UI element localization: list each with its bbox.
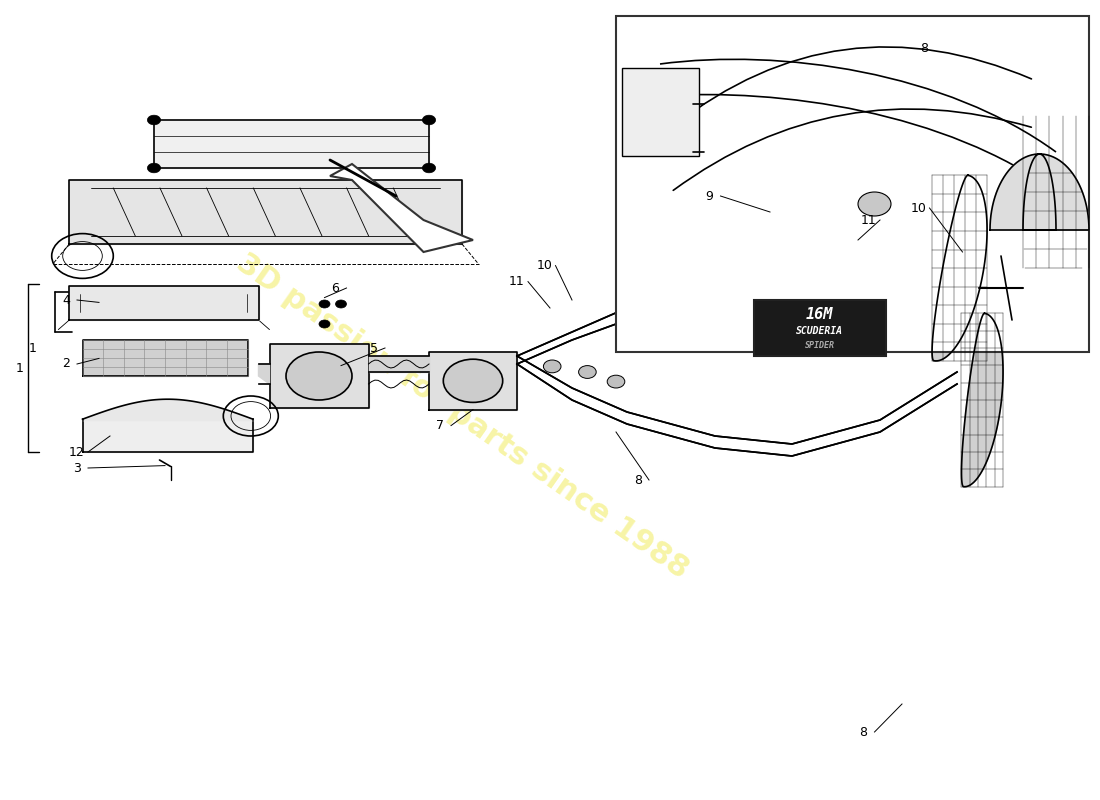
Text: 12: 12 xyxy=(69,446,85,458)
Circle shape xyxy=(147,115,161,125)
Polygon shape xyxy=(990,154,1089,230)
Circle shape xyxy=(443,359,503,402)
Text: 6: 6 xyxy=(331,282,340,294)
Text: 1: 1 xyxy=(15,362,24,374)
Polygon shape xyxy=(932,175,987,361)
Circle shape xyxy=(543,360,561,373)
Polygon shape xyxy=(82,420,253,452)
Text: 2: 2 xyxy=(62,358,70,370)
Polygon shape xyxy=(258,364,270,384)
Polygon shape xyxy=(69,180,462,244)
Polygon shape xyxy=(82,340,248,376)
FancyBboxPatch shape xyxy=(616,16,1089,352)
Text: 9: 9 xyxy=(705,190,714,202)
Circle shape xyxy=(319,300,330,308)
Text: 11: 11 xyxy=(861,214,877,226)
Text: 4: 4 xyxy=(62,294,70,306)
Circle shape xyxy=(319,320,330,328)
FancyBboxPatch shape xyxy=(621,68,698,156)
Text: 16M: 16M xyxy=(806,306,833,322)
Text: 8: 8 xyxy=(920,42,928,54)
Circle shape xyxy=(579,366,596,378)
Circle shape xyxy=(286,352,352,400)
Text: 10: 10 xyxy=(911,202,926,214)
Circle shape xyxy=(422,163,436,173)
Circle shape xyxy=(422,115,436,125)
FancyBboxPatch shape xyxy=(754,300,886,356)
Polygon shape xyxy=(154,120,429,168)
Polygon shape xyxy=(517,356,957,456)
Text: 5: 5 xyxy=(370,342,378,354)
Circle shape xyxy=(147,163,161,173)
Circle shape xyxy=(607,375,625,388)
Polygon shape xyxy=(368,356,429,372)
Circle shape xyxy=(336,300,346,308)
Text: 7: 7 xyxy=(436,419,444,432)
Text: SCUDERIA: SCUDERIA xyxy=(796,326,843,336)
Text: 1: 1 xyxy=(29,342,37,354)
Text: 8: 8 xyxy=(634,474,642,486)
Circle shape xyxy=(858,192,891,216)
Polygon shape xyxy=(330,164,473,252)
Polygon shape xyxy=(69,286,258,320)
Polygon shape xyxy=(517,238,940,364)
Text: 3: 3 xyxy=(73,462,81,474)
Polygon shape xyxy=(270,344,368,408)
Text: 8: 8 xyxy=(859,726,868,738)
Text: 10: 10 xyxy=(537,259,552,272)
Polygon shape xyxy=(792,188,864,220)
Text: 11: 11 xyxy=(509,275,525,288)
Text: SPIDER: SPIDER xyxy=(804,342,835,350)
Polygon shape xyxy=(961,314,1003,486)
Polygon shape xyxy=(429,352,517,410)
Text: 3D passion for parts since 1988: 3D passion for parts since 1988 xyxy=(231,248,693,584)
